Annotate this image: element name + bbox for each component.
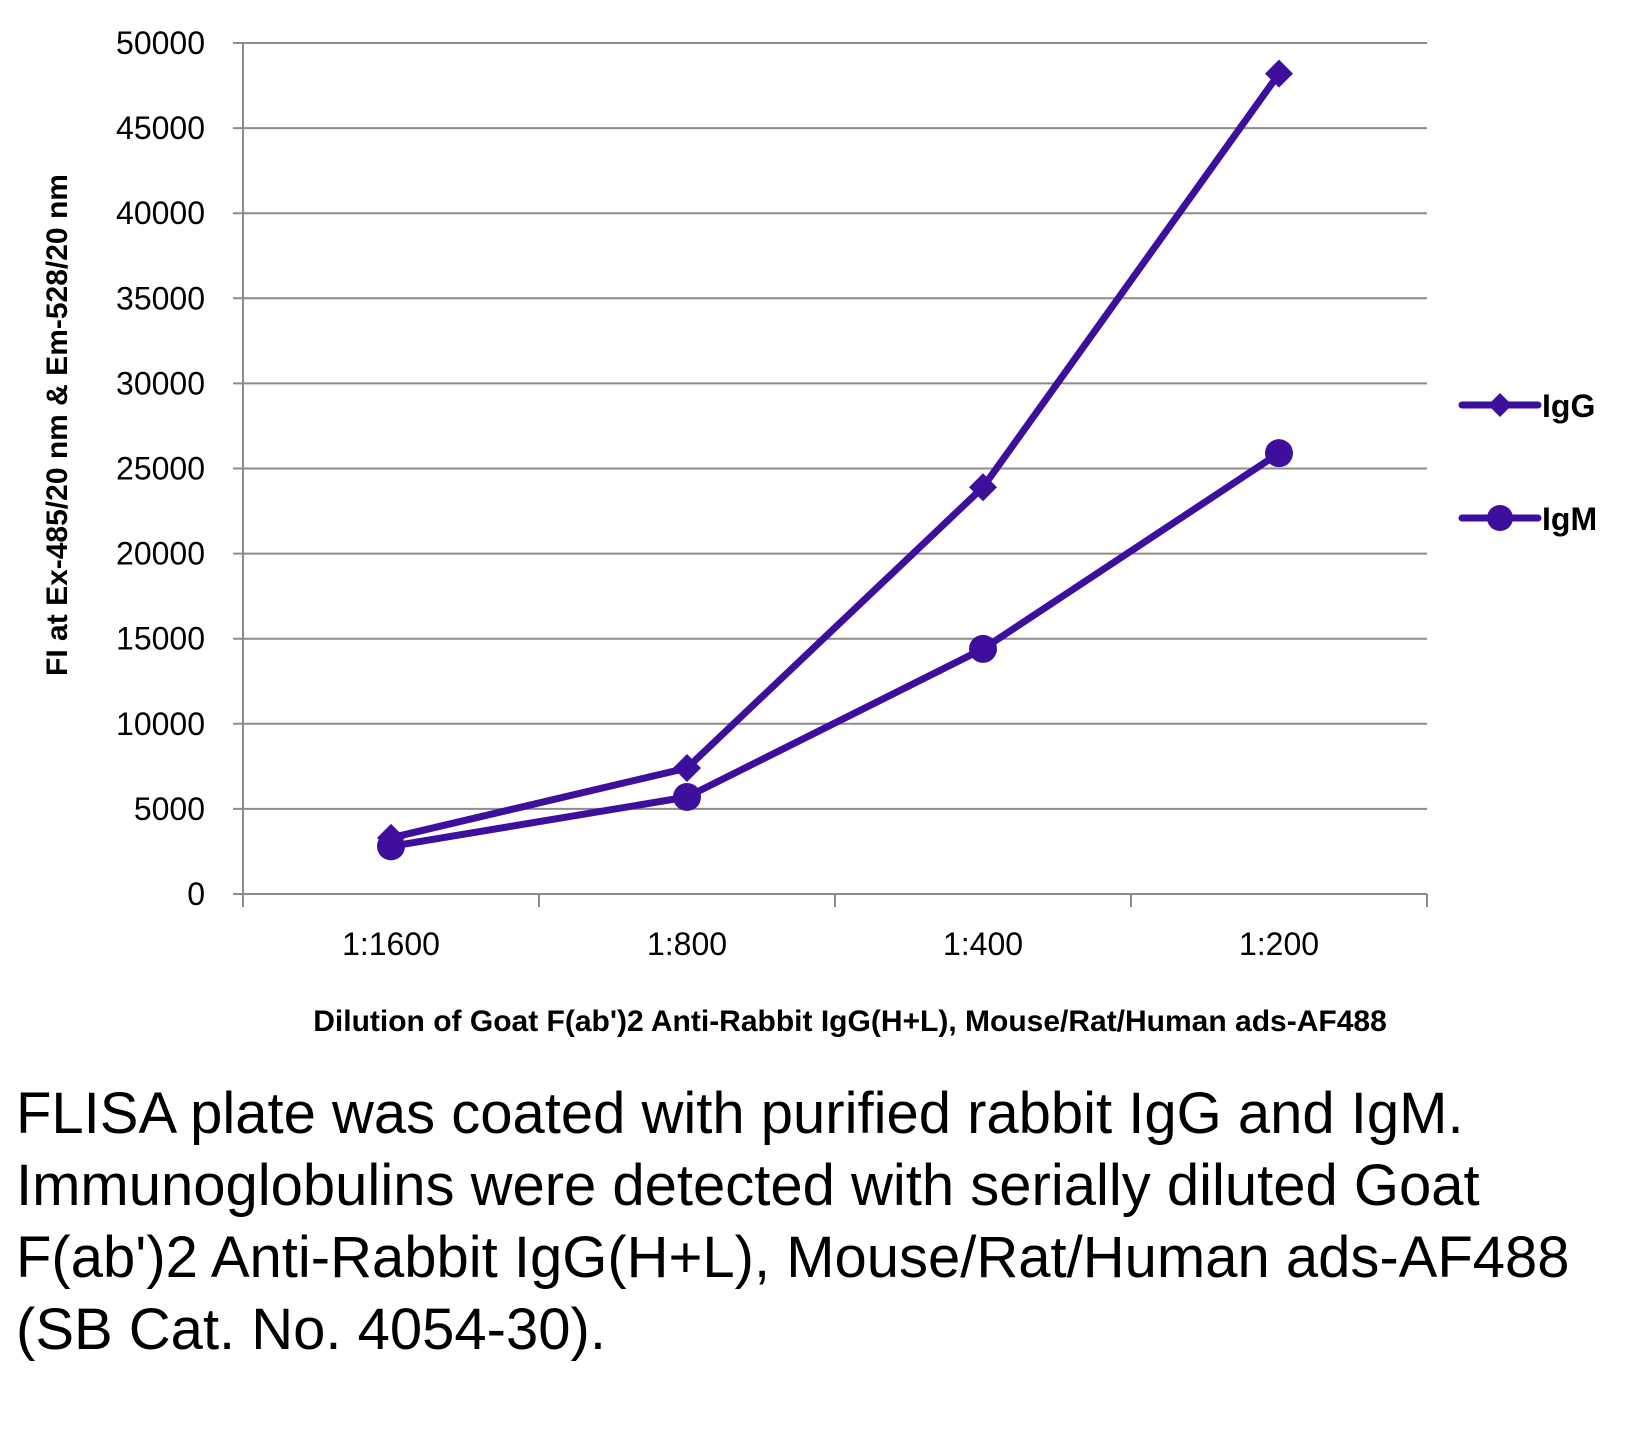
circle-marker <box>1487 505 1513 531</box>
y-axis-title: FI at Ex-485/20 nm & Em-528/20 nm <box>41 174 74 676</box>
y-tick-label: 5000 <box>134 791 205 827</box>
x-tick-label: 1:400 <box>943 926 1023 962</box>
axes <box>242 43 1428 907</box>
y-tick-labels: 0 5000 10000 15000 20000 25000 30000 35000 40000… <box>116 25 205 912</box>
y-tick-label: 25000 <box>116 451 205 487</box>
diamond-marker <box>1488 393 1512 417</box>
legend-entry: IgG <box>1458 388 1595 424</box>
diamond-marker <box>1265 59 1293 88</box>
line-chart: 0 5000 10000 15000 20000 25000 30000 35000 40000… <box>41 25 1597 1038</box>
legend-label: IgG <box>1542 388 1595 424</box>
figure-caption: FLISA plate was coated with purified rab… <box>16 1081 1570 1362</box>
x-tick-label: 1:1600 <box>342 926 440 962</box>
y-tick-label: 20000 <box>116 536 205 572</box>
circle-marker <box>673 782 701 811</box>
circle-marker <box>969 634 997 663</box>
circle-marker <box>377 832 405 861</box>
series-igm <box>377 439 1293 861</box>
x-tick-labels: 1:1600 1:800 1:400 1:200 <box>342 926 1319 962</box>
y-tick-label: 35000 <box>116 280 205 316</box>
legend-entry: IgM <box>1458 501 1597 537</box>
series-igg <box>377 59 1293 852</box>
gridlines <box>233 42 1427 895</box>
legend: IgG IgM <box>1458 388 1597 537</box>
x-tick-label: 1:200 <box>1239 926 1319 962</box>
legend-label: IgM <box>1542 501 1597 537</box>
diamond-marker <box>969 473 997 502</box>
y-tick-label: 10000 <box>116 706 205 742</box>
circle-marker <box>1265 439 1293 468</box>
diamond-marker <box>673 754 701 783</box>
series-lines <box>377 59 1293 861</box>
y-tick-label: 40000 <box>116 195 205 231</box>
y-tick-label: 15000 <box>116 621 205 657</box>
x-tick-label: 1:800 <box>647 926 727 962</box>
series-line <box>387 449 1283 850</box>
y-tick-label: 30000 <box>116 365 205 401</box>
y-tick-label: 45000 <box>116 110 205 146</box>
y-tick-label: 0 <box>187 876 205 912</box>
x-axis-title: Dilution of Goat F(ab')2 Anti-Rabbit IgG… <box>313 1005 1387 1038</box>
y-tick-label: 50000 <box>116 25 205 61</box>
series-line <box>387 70 1283 842</box>
